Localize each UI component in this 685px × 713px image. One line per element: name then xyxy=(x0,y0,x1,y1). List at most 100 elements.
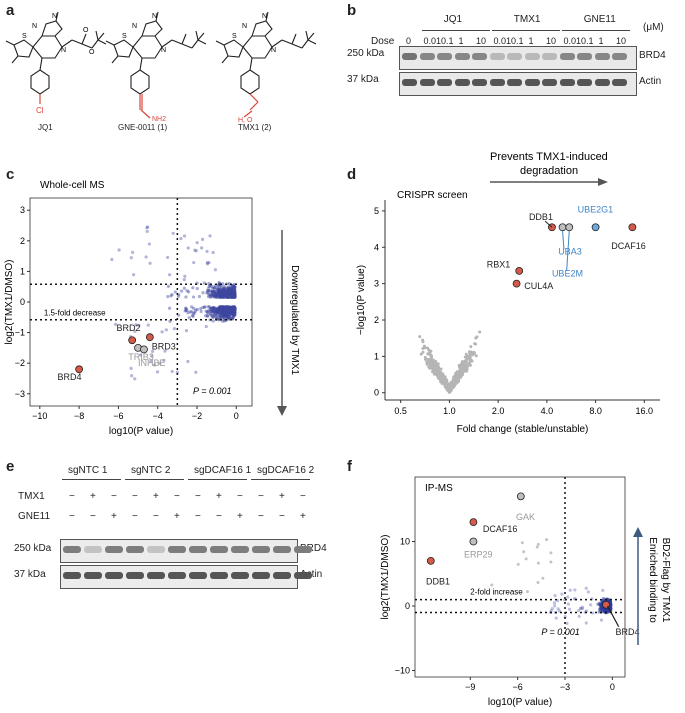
hit-label-dcaf16: DCAF16 xyxy=(611,241,646,251)
protein-point xyxy=(233,290,237,294)
gene-point xyxy=(418,335,422,339)
compound-name-jq1: JQ1 xyxy=(38,123,53,132)
protein-point xyxy=(172,327,176,331)
protein-point xyxy=(176,294,181,298)
protein-point xyxy=(230,312,234,316)
protein-point xyxy=(226,290,230,295)
protein-point xyxy=(208,292,212,297)
protein-point xyxy=(233,313,237,317)
protein-point xyxy=(182,286,186,290)
protein-point xyxy=(218,290,222,294)
protein-point xyxy=(163,349,167,353)
protein-point xyxy=(216,306,220,311)
x-tick-label: 8.0 xyxy=(589,406,602,416)
kda-marker: 250 kDa xyxy=(347,48,385,59)
protein-point xyxy=(212,290,216,294)
hit-label-erp29: ERP29 xyxy=(464,550,493,560)
protein-point xyxy=(218,305,223,309)
protein-point xyxy=(210,306,215,310)
panel-f-label: f xyxy=(347,458,352,475)
protein-point xyxy=(229,288,233,292)
protein-point xyxy=(226,288,230,292)
hit-point-rbx1 xyxy=(515,267,524,275)
svg-text:N: N xyxy=(152,13,157,20)
protein-point xyxy=(227,307,231,312)
gene-point xyxy=(434,370,438,374)
protein-point xyxy=(227,309,232,314)
protein-point xyxy=(232,309,236,313)
protein-point xyxy=(230,290,234,294)
protein-point xyxy=(224,305,228,309)
protein-point xyxy=(231,295,235,299)
protein-point xyxy=(228,293,232,297)
protein-point xyxy=(228,291,232,295)
protein-point xyxy=(232,305,236,309)
protein-point xyxy=(220,306,224,310)
protein-point xyxy=(224,307,228,311)
group-label: JQ1 xyxy=(443,14,463,25)
protein-point xyxy=(545,538,549,542)
protein-point xyxy=(227,309,231,313)
protein-point xyxy=(223,287,227,291)
protein-point xyxy=(224,311,228,315)
protein-point xyxy=(202,305,206,309)
protein-point xyxy=(201,291,205,295)
protein-point xyxy=(220,295,224,299)
protein-point xyxy=(217,305,221,310)
protein-point xyxy=(568,588,572,592)
protein-point xyxy=(216,311,220,315)
protein-point xyxy=(232,306,237,311)
protein-point xyxy=(228,309,232,313)
protein-point xyxy=(224,305,228,309)
svg-text:O: O xyxy=(89,49,95,56)
protein-point xyxy=(201,305,205,310)
protein-point xyxy=(233,292,237,296)
gene-point xyxy=(429,366,433,370)
protein-point xyxy=(215,309,219,313)
x-tick-label: −2 xyxy=(192,411,202,421)
panel-e-label: e xyxy=(6,458,15,475)
protein-point xyxy=(230,290,234,295)
protein-point xyxy=(221,313,226,318)
protein-point xyxy=(179,289,184,293)
gene-point xyxy=(438,375,442,379)
protein-point xyxy=(222,295,226,299)
protein-point xyxy=(220,305,224,309)
protein-point xyxy=(213,294,218,298)
protein-point xyxy=(599,618,604,622)
protein-point xyxy=(233,295,237,299)
x-tick-label: −10 xyxy=(32,411,47,421)
protein-point xyxy=(226,294,231,298)
y-axis-label: −log10(P value) xyxy=(356,265,367,335)
protein-point xyxy=(223,310,227,315)
protein-point xyxy=(207,260,211,265)
panel-a-label: a xyxy=(6,2,15,19)
protein-point xyxy=(212,315,216,319)
blot-band xyxy=(594,53,610,60)
protein-point xyxy=(220,306,224,310)
protein-point xyxy=(213,309,218,313)
gene-point xyxy=(449,382,453,386)
protein-point xyxy=(215,307,220,311)
treatment-sign: − xyxy=(216,511,222,522)
protein-point xyxy=(222,312,227,316)
protein-point xyxy=(227,307,231,311)
protein-point xyxy=(210,293,214,297)
protein-point xyxy=(216,292,220,296)
protein-point xyxy=(226,306,230,310)
protein-point xyxy=(223,307,227,311)
protein-point xyxy=(212,291,216,295)
gene-point xyxy=(475,335,479,339)
protein-point xyxy=(222,306,226,310)
protein-point xyxy=(222,293,226,297)
protein-point xyxy=(217,295,221,299)
protein-point xyxy=(205,314,209,318)
protein-point xyxy=(220,292,224,296)
protein-point xyxy=(220,287,224,291)
protein-point xyxy=(233,292,237,297)
protein-point xyxy=(566,595,570,599)
protein-point xyxy=(224,294,228,298)
treatment-sign: − xyxy=(174,491,180,502)
protein-point xyxy=(205,289,209,293)
protein-point xyxy=(211,289,216,293)
